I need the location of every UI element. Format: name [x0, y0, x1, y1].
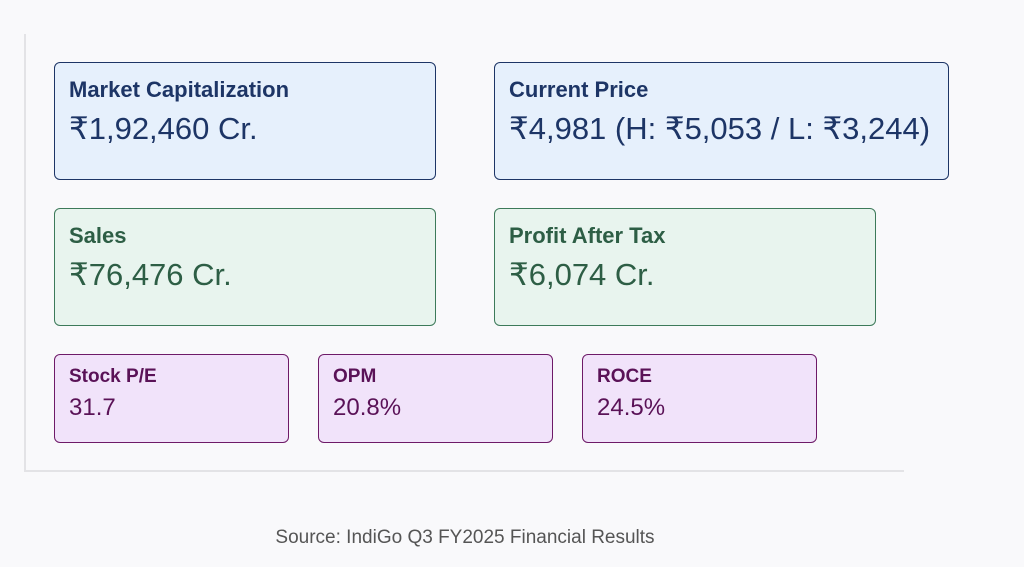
market-cap-value: ₹1,92,460 Cr.	[69, 111, 258, 146]
current-price-value: ₹4,981 (H: ₹5,053 / L: ₹3,244)	[509, 111, 931, 146]
opm-label: OPM	[333, 366, 377, 387]
sales-card: Sales ₹76,476 Cr.	[54, 208, 436, 326]
metrics-panel	[24, 34, 904, 472]
profit-after-tax-card: Profit After Tax ₹6,074 Cr.	[494, 208, 876, 326]
sales-value: ₹76,476 Cr.	[69, 257, 232, 292]
profit-after-tax-value: ₹6,074 Cr.	[509, 257, 655, 292]
market-cap-card: Market Capitalization ₹1,92,460 Cr.	[54, 62, 436, 180]
current-price-card: Current Price ₹4,981 (H: ₹5,053 / L: ₹3,…	[494, 62, 949, 180]
current-price-label: Current Price	[509, 77, 649, 102]
opm-card: OPM 20.8%	[318, 354, 553, 443]
profit-after-tax-label: Profit After Tax	[509, 223, 666, 248]
source-caption: Source: IndiGo Q3 FY2025 Financial Resul…	[275, 527, 655, 548]
roce-label: ROCE	[597, 366, 652, 387]
sales-label: Sales	[69, 223, 127, 248]
roce-card: ROCE 24.5%	[582, 354, 817, 443]
stock-pe-label: Stock P/E	[69, 366, 157, 387]
opm-value: 20.8%	[333, 394, 402, 421]
stock-pe-value: 31.7	[69, 394, 116, 421]
market-cap-label: Market Capitalization	[69, 77, 290, 102]
roce-value: 24.5%	[597, 394, 666, 421]
stock-pe-card: Stock P/E 31.7	[54, 354, 289, 443]
